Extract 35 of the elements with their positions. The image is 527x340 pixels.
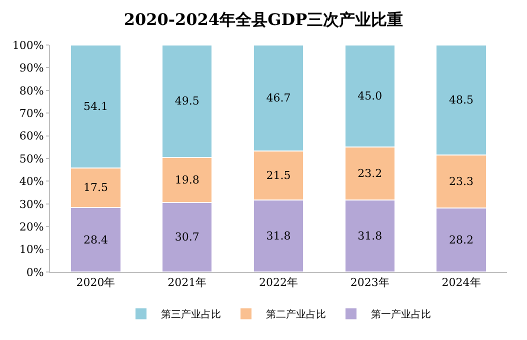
- data-label: 23.2: [358, 166, 382, 180]
- data-label: 48.5: [449, 94, 474, 107]
- legend-label: 第一产业占比: [371, 308, 431, 321]
- data-label: 28.2: [449, 233, 474, 246]
- data-label: 31.8: [266, 229, 291, 242]
- x-tick-label: 2022年: [259, 276, 298, 290]
- data-label: 54.1: [83, 100, 108, 113]
- y-tick-label: 80%: [19, 84, 44, 98]
- data-label: 21.5: [266, 168, 291, 182]
- y-tick-label: 90%: [19, 62, 44, 75]
- data-label: 31.8: [358, 229, 382, 242]
- data-label: 46.7: [266, 92, 291, 105]
- data-label: 23.3: [449, 175, 474, 188]
- chart-title: 2020-2024年全县GDP三次产业比重: [124, 10, 404, 29]
- x-tick-label: 2020年: [76, 276, 116, 290]
- data-label: 49.5: [174, 94, 200, 108]
- y-tick-label: 20%: [19, 220, 44, 234]
- y-tick-label: 60%: [19, 130, 44, 143]
- y-tick-label: 70%: [19, 106, 44, 120]
- x-tick-label: 2024年: [442, 276, 481, 290]
- legend-label: 第二产业占比: [266, 308, 326, 321]
- data-label: 19.8: [174, 173, 200, 186]
- data-label: 30.7: [174, 230, 200, 244]
- data-label: 45.0: [358, 90, 382, 103]
- y-tick-label: 10%: [19, 243, 44, 256]
- y-tick-label: 50%: [19, 152, 44, 166]
- y-tick-label: 0%: [26, 266, 44, 279]
- data-label: 28.4: [83, 233, 108, 246]
- y-tick-label: 40%: [19, 175, 44, 188]
- data-label: 17.5: [83, 181, 108, 194]
- x-tick-label: 2021年: [168, 276, 207, 290]
- y-tick-label: 30%: [19, 198, 44, 211]
- y-tick-label: 100%: [12, 38, 44, 52]
- x-tick-label: 2023年: [350, 276, 390, 290]
- legend-label: 第三产业占比: [161, 308, 221, 321]
